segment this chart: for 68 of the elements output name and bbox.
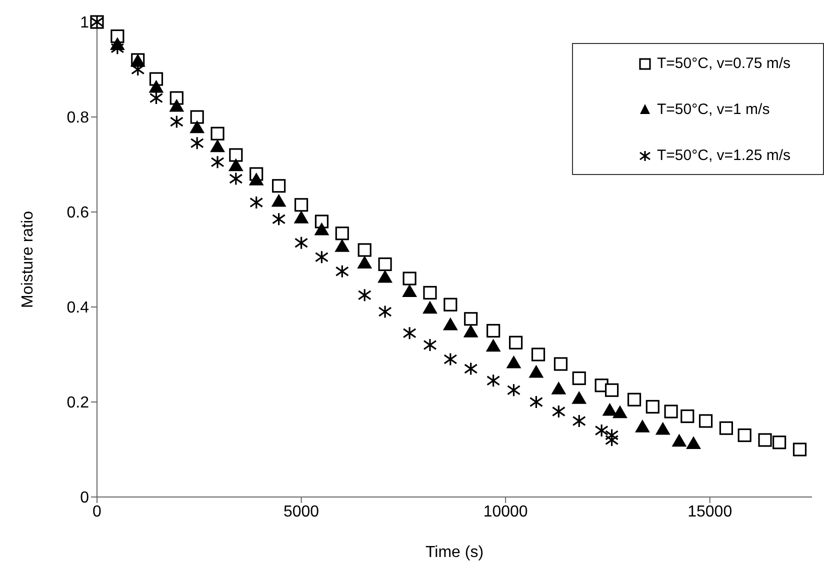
point bbox=[772, 436, 786, 450]
point bbox=[423, 286, 437, 300]
point bbox=[680, 409, 694, 424]
x-tick-label: 15000 bbox=[688, 503, 732, 520]
x-tick-label: 5000 bbox=[283, 503, 320, 520]
point bbox=[605, 428, 619, 442]
point bbox=[464, 312, 478, 326]
point bbox=[646, 400, 660, 414]
point bbox=[314, 250, 329, 264]
point bbox=[190, 110, 204, 124]
point bbox=[358, 243, 372, 257]
point bbox=[444, 298, 458, 312]
point bbox=[294, 198, 308, 212]
point bbox=[758, 433, 772, 447]
point bbox=[444, 352, 458, 366]
point bbox=[229, 172, 243, 186]
point bbox=[792, 442, 807, 456]
x-tick-label: 10000 bbox=[483, 503, 528, 520]
point bbox=[358, 288, 372, 302]
legend-label: T=50°C, v=1.25 m/s bbox=[657, 146, 791, 164]
point bbox=[335, 226, 349, 240]
y-tick-label: 1 bbox=[80, 14, 90, 32]
point bbox=[554, 357, 568, 371]
point bbox=[486, 374, 500, 388]
point bbox=[250, 196, 264, 210]
y-tick-label: 0.6 bbox=[66, 204, 90, 222]
point bbox=[402, 272, 416, 286]
point bbox=[149, 91, 164, 105]
y-tick-label: 0.8 bbox=[66, 110, 90, 127]
point bbox=[529, 395, 544, 409]
point bbox=[627, 392, 642, 406]
y-tick-label: 0.4 bbox=[66, 300, 90, 317]
point bbox=[605, 433, 619, 447]
point bbox=[464, 362, 478, 376]
point bbox=[272, 212, 286, 226]
y-tick-label: 0.2 bbox=[66, 394, 90, 412]
y-tick-label: 0 bbox=[80, 490, 90, 507]
point bbox=[605, 383, 619, 397]
point bbox=[552, 404, 566, 418]
point bbox=[272, 179, 286, 193]
point bbox=[294, 236, 308, 250]
point bbox=[170, 114, 184, 129]
point bbox=[594, 424, 608, 438]
point bbox=[335, 264, 349, 278]
legend-label: T=50°C, v=1 m/s bbox=[657, 100, 770, 118]
point bbox=[110, 41, 124, 55]
point bbox=[738, 428, 752, 442]
x-tick-label: 0 bbox=[92, 503, 102, 520]
point bbox=[190, 136, 204, 150]
point bbox=[423, 338, 437, 352]
point bbox=[378, 257, 392, 272]
y-axis-title: Moisture ratio bbox=[20, 210, 37, 308]
point bbox=[210, 126, 224, 140]
point bbox=[508, 336, 523, 350]
point bbox=[572, 414, 586, 428]
point bbox=[719, 421, 733, 435]
point bbox=[402, 326, 416, 340]
legend-label: T=50°C, v=0.75 m/s bbox=[657, 54, 791, 72]
point bbox=[378, 304, 392, 319]
point bbox=[698, 414, 713, 428]
point bbox=[210, 155, 224, 169]
point bbox=[664, 404, 678, 418]
point bbox=[572, 371, 586, 386]
point bbox=[531, 348, 546, 362]
point bbox=[486, 324, 500, 338]
x-axis-title: Time (s) bbox=[425, 544, 484, 561]
point bbox=[506, 383, 521, 397]
point bbox=[229, 148, 243, 162]
